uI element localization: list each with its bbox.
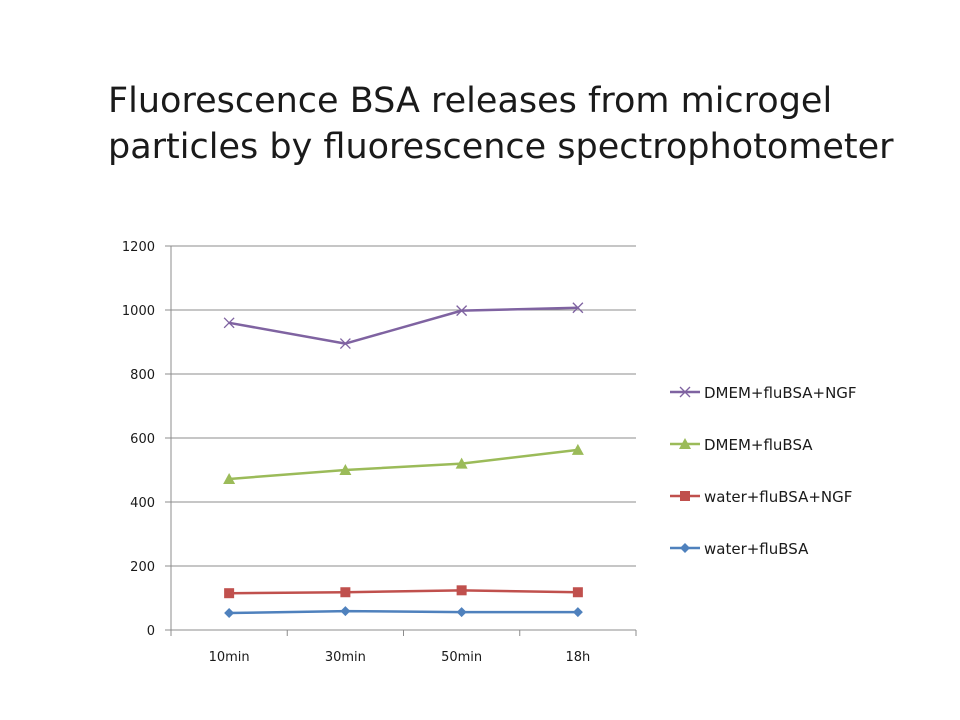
legend-marker-0 — [679, 386, 691, 398]
series-1-point-2 — [455, 457, 468, 469]
chart-title-line-2: particles by fluorescence spectrophotome… — [108, 127, 894, 167]
series-0-point-1 — [339, 338, 351, 350]
series-1 — [223, 443, 584, 484]
y-tick-label-400: 400 — [130, 496, 155, 511]
y-tick-label-0: 0 — [147, 624, 155, 639]
series-line-1 — [229, 448, 579, 481]
series-line-0 — [228, 306, 578, 345]
series-2-point-1 — [340, 587, 351, 598]
legend: DMEM+fluBSA+NGF DMEM+fluBSA water+fluBSA+N… — [670, 384, 857, 558]
y-tick-label-1200: 1200 — [122, 240, 155, 255]
gridlines — [171, 245, 636, 567]
axes — [165, 245, 637, 636]
legend-marker-2 — [680, 491, 690, 501]
series-3-point-0 — [224, 608, 235, 619]
series-3-point-3 — [572, 607, 583, 618]
chart-title: Fluorescence BSA releases from microgel … — [108, 78, 928, 170]
legend-entry-0: DMEM+fluBSA+NGF — [670, 384, 857, 402]
series-0-point-2 — [456, 305, 468, 317]
legend-label-3: water+fluBSA — [704, 540, 809, 558]
x-tick-label-50min: 50min — [441, 650, 482, 665]
legend-entry-3: water+fluBSA — [670, 540, 809, 558]
legend-label-1: DMEM+fluBSA — [704, 436, 813, 454]
y-axis-tick-labels: 0 200 400 600 800 1000 1200 — [122, 240, 155, 639]
series-3 — [224, 606, 583, 619]
series-3-point-1 — [340, 606, 351, 617]
legend-marker-1 — [679, 438, 691, 449]
legend-label-0: DMEM+fluBSA+NGF — [704, 384, 857, 402]
legend-entry-1: DMEM+fluBSA — [670, 436, 813, 454]
data-series — [223, 302, 584, 619]
series-2 — [224, 585, 583, 599]
x-tick-label-10min: 10min — [209, 650, 250, 665]
series-2-point-3 — [572, 587, 583, 598]
series-0-point-3 — [572, 302, 584, 314]
y-tick-label-800: 800 — [130, 368, 155, 383]
legend-entry-2: water+fluBSA+NGF — [670, 488, 852, 506]
series-1-point-3 — [571, 443, 584, 455]
chart-title-line-1: Fluorescence BSA releases from microgel — [108, 81, 833, 121]
y-tick-label-1000: 1000 — [122, 304, 155, 319]
series-1-point-0 — [223, 472, 236, 484]
series-0-point-0 — [223, 317, 235, 329]
x-tick-label-18h: 18h — [565, 650, 590, 665]
series-0 — [223, 302, 584, 350]
series-line-3 — [229, 609, 578, 615]
series-line-2 — [229, 589, 578, 595]
y-tick-label-200: 200 — [130, 560, 155, 575]
series-2-point-2 — [456, 585, 467, 596]
y-tick-label-600: 600 — [130, 432, 155, 447]
x-axis-tick-labels: 10min 30min 50min 18h — [209, 650, 591, 665]
series-3-point-2 — [456, 607, 467, 618]
x-tick-label-30min: 30min — [325, 650, 366, 665]
series-2-point-0 — [224, 588, 235, 599]
series-1-point-1 — [339, 464, 352, 475]
legend-marker-3 — [680, 543, 690, 553]
legend-label-2: water+fluBSA+NGF — [704, 488, 852, 506]
